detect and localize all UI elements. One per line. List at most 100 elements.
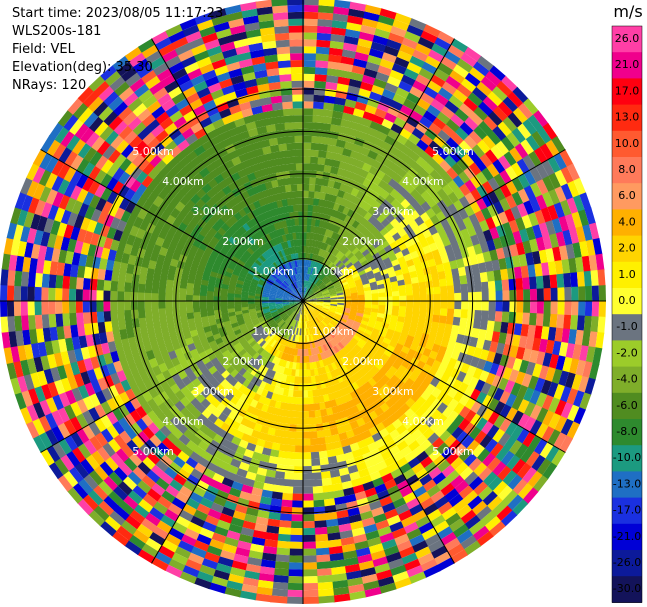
velocity-bin <box>310 458 321 467</box>
velocity-bin <box>244 471 257 481</box>
velocity-bin <box>461 292 469 302</box>
velocity-bin <box>307 327 311 335</box>
velocity-bin <box>308 191 315 199</box>
velocity-bin <box>492 125 507 142</box>
velocity-bin <box>307 267 311 275</box>
velocity-bin <box>443 537 461 553</box>
velocity-bin <box>256 125 268 135</box>
velocity-bin <box>94 168 108 184</box>
velocity-bin <box>414 468 429 481</box>
velocity-bin <box>405 289 414 296</box>
velocity-bin <box>238 130 251 141</box>
velocity-bin <box>289 301 297 303</box>
velocity-bin <box>292 94 304 102</box>
velocity-bin <box>338 264 346 271</box>
velocity-bin <box>264 532 279 541</box>
velocity-bin <box>195 322 204 330</box>
velocity-bin <box>406 295 414 302</box>
velocity-bin <box>335 343 342 352</box>
velocity-bin <box>235 332 244 339</box>
velocity-bin <box>296 301 303 303</box>
velocity-bin <box>474 379 486 393</box>
velocity-bin <box>280 430 290 438</box>
velocity-bin <box>226 365 235 374</box>
velocity-bin <box>520 139 535 156</box>
velocity-bin <box>180 533 197 547</box>
velocity-bin <box>426 484 441 498</box>
velocity-bin <box>161 352 171 363</box>
velocity-bin <box>272 407 281 416</box>
velocity-bin <box>208 538 225 550</box>
velocity-bin <box>220 213 230 224</box>
velocity-bin <box>486 495 503 512</box>
velocity-bin <box>436 176 448 189</box>
velocity-bin <box>347 359 355 368</box>
velocity-bin <box>258 566 275 575</box>
velocity-bin <box>207 280 216 287</box>
velocity-bin <box>282 281 289 288</box>
velocity-bin <box>284 331 289 339</box>
velocity-bin <box>444 323 453 334</box>
velocity-bin <box>384 112 398 124</box>
velocity-bin <box>303 156 312 164</box>
velocity-bin <box>352 272 360 279</box>
velocity-bin <box>327 230 335 239</box>
velocity-bin <box>433 135 447 148</box>
velocity-bin <box>424 416 437 429</box>
velocity-bin <box>220 304 228 310</box>
velocity-bin <box>413 301 421 308</box>
velocity-bin <box>137 157 150 171</box>
velocity-bin <box>507 474 523 491</box>
velocity-bin <box>195 479 210 492</box>
velocity-bin <box>374 338 383 347</box>
velocity-bin <box>226 227 236 237</box>
velocity-bin <box>222 231 232 241</box>
velocity-bin <box>69 400 83 417</box>
velocity-bin <box>337 296 345 300</box>
velocity-bin <box>82 311 91 324</box>
velocity-bin <box>330 347 337 355</box>
velocity-bin <box>210 532 227 544</box>
velocity-bin <box>364 266 373 274</box>
velocity-bin <box>281 94 294 103</box>
velocity-bin <box>441 355 451 366</box>
velocity-bin <box>293 274 297 282</box>
velocity-bin <box>391 497 407 509</box>
velocity-bin <box>341 112 354 122</box>
velocity-bin <box>364 241 373 250</box>
velocity-bin <box>220 287 229 294</box>
velocity-bin <box>487 91 504 107</box>
velocity-bin <box>320 274 327 281</box>
velocity-bin <box>438 315 447 325</box>
velocity-bin <box>107 384 119 398</box>
velocity-bin <box>492 387 505 402</box>
velocity-bin <box>339 212 348 222</box>
velocity-bin <box>99 257 108 270</box>
velocity-bin <box>349 244 357 253</box>
velocity-bin <box>113 381 126 395</box>
velocity-bin <box>120 209 132 223</box>
velocity-bin <box>434 221 445 233</box>
velocity-bin <box>302 369 307 377</box>
velocity-bin <box>356 130 368 141</box>
velocity-bin <box>171 427 184 440</box>
velocity-bin <box>293 320 297 328</box>
velocity-bin <box>367 127 380 138</box>
velocity-bin <box>391 310 399 317</box>
velocity-bin <box>392 305 400 312</box>
velocity-bin <box>523 401 536 418</box>
velocity-bin <box>310 283 316 290</box>
velocity-bin <box>559 245 569 262</box>
velocity-bin <box>286 287 293 293</box>
velocity-bin <box>338 467 350 477</box>
velocity-bin <box>564 372 576 390</box>
velocity-bin <box>227 165 238 176</box>
velocity-bin <box>295 327 299 335</box>
velocity-bin <box>256 268 265 275</box>
velocity-bin <box>254 335 263 343</box>
velocity-bin <box>505 393 517 409</box>
velocity-bin <box>327 312 335 317</box>
velocity-bin <box>384 222 395 232</box>
velocity-bin <box>310 327 314 335</box>
